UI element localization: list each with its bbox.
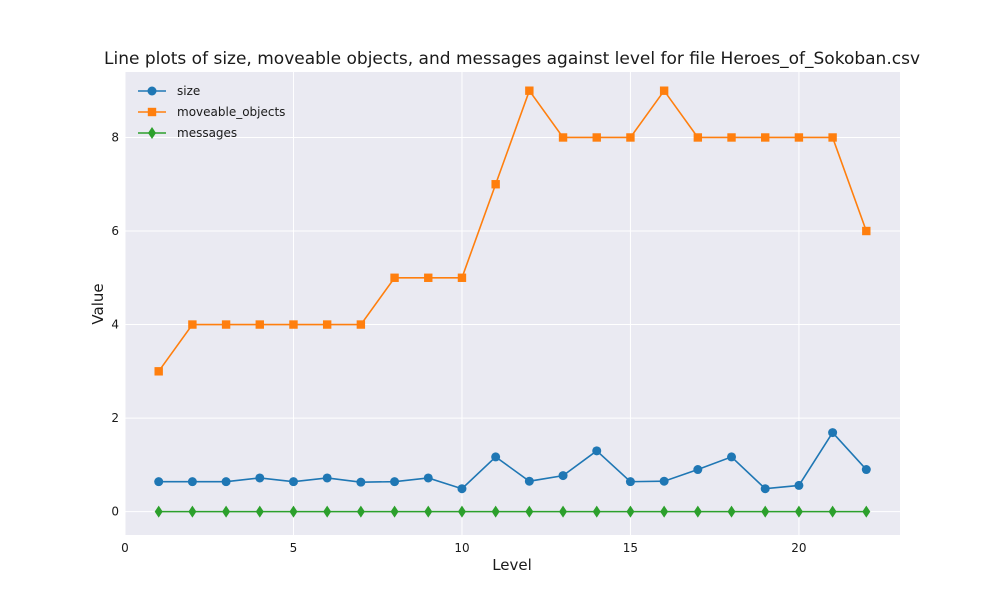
- data-point: [154, 477, 164, 487]
- x-axis-label: Level: [492, 556, 532, 574]
- data-point: [289, 320, 298, 329]
- data-point: [659, 476, 669, 486]
- data-point: [693, 133, 703, 142]
- series-moveable-objects: [154, 86, 871, 376]
- legend-entry: size: [138, 84, 200, 98]
- data-point: [255, 473, 265, 483]
- data-point: [356, 505, 365, 518]
- legend-entry: messages: [138, 126, 237, 140]
- data-point: [356, 320, 366, 329]
- data-point: [255, 320, 264, 329]
- data-point: [221, 477, 231, 487]
- series-size: [154, 428, 871, 494]
- data-point: [457, 273, 467, 282]
- series-layer: [154, 86, 871, 518]
- data-point: [491, 180, 500, 189]
- data-point: [862, 505, 871, 518]
- data-point: [525, 505, 534, 518]
- data-point: [457, 505, 466, 518]
- data-point: [727, 452, 737, 462]
- data-point: [356, 477, 366, 487]
- x-tick-label: 15: [623, 541, 638, 555]
- y-tick-label: 6: [111, 224, 119, 238]
- y-tick-label: 4: [111, 318, 119, 332]
- legend-label: size: [177, 84, 200, 98]
- x-tick-label: 20: [791, 541, 806, 555]
- data-point: [626, 505, 635, 518]
- data-point: [187, 477, 197, 487]
- data-point: [188, 320, 197, 329]
- data-point: [424, 273, 433, 282]
- data-point: [828, 505, 837, 518]
- data-point: [558, 471, 568, 481]
- data-point: [794, 480, 804, 490]
- data-point: [794, 133, 804, 142]
- data-point: [390, 477, 400, 487]
- data-point: [154, 505, 163, 518]
- data-point: [154, 367, 163, 376]
- legend-label: moveable_objects: [177, 105, 285, 119]
- data-point: [222, 505, 231, 518]
- legend-marker: [148, 127, 156, 139]
- data-point: [660, 505, 669, 518]
- legend: size moveable_objects messages: [138, 84, 285, 140]
- data-point: [760, 484, 770, 494]
- y-axis-label: Value: [89, 283, 107, 324]
- data-point: [525, 86, 534, 95]
- series-line: [158, 431, 867, 490]
- data-point: [390, 273, 399, 282]
- data-point: [558, 133, 568, 142]
- data-point: [559, 505, 568, 518]
- legend-entry: moveable_objects: [138, 105, 285, 119]
- data-point: [592, 133, 601, 142]
- data-point: [861, 465, 871, 475]
- data-point: [626, 133, 635, 142]
- data-point: [491, 505, 500, 518]
- data-point: [390, 505, 399, 518]
- data-point: [693, 465, 703, 475]
- tick-labels: 0 5 10 15 20 0 2 4 6 8: [111, 130, 806, 555]
- data-point: [625, 477, 635, 487]
- data-point: [457, 484, 467, 494]
- data-point: [288, 477, 298, 487]
- plot-area: [125, 72, 900, 535]
- data-point: [255, 505, 264, 518]
- data-point: [828, 133, 837, 142]
- data-point: [592, 446, 602, 456]
- data-point: [323, 505, 332, 518]
- data-point: [693, 505, 702, 518]
- series-messages: [154, 505, 871, 518]
- series-line: [158, 89, 868, 372]
- data-point: [794, 505, 803, 518]
- data-point: [862, 226, 871, 236]
- y-tick-label: 0: [111, 505, 119, 519]
- legend-marker: [147, 107, 157, 117]
- data-point: [424, 505, 433, 518]
- data-point: [188, 505, 197, 518]
- data-point: [322, 320, 332, 329]
- legend-marker: [147, 86, 157, 96]
- data-point: [491, 452, 501, 462]
- data-point: [659, 86, 669, 95]
- data-point: [524, 476, 534, 486]
- chart-title: Line plots of size, moveable objects, an…: [104, 49, 920, 69]
- data-point: [423, 473, 433, 483]
- data-point: [221, 320, 231, 329]
- data-point: [592, 505, 601, 518]
- data-point: [761, 505, 770, 518]
- x-tick-label: 10: [454, 541, 469, 555]
- data-point: [727, 505, 736, 518]
- data-point: [761, 133, 770, 142]
- x-tick-label: 0: [121, 541, 129, 555]
- data-point: [289, 505, 298, 518]
- x-tick-label: 5: [290, 541, 298, 555]
- data-point: [322, 473, 332, 483]
- y-tick-label: 2: [111, 411, 119, 425]
- data-point: [727, 133, 736, 142]
- data-point: [828, 428, 838, 438]
- legend-label: messages: [177, 126, 237, 140]
- y-tick-label: 8: [111, 130, 119, 144]
